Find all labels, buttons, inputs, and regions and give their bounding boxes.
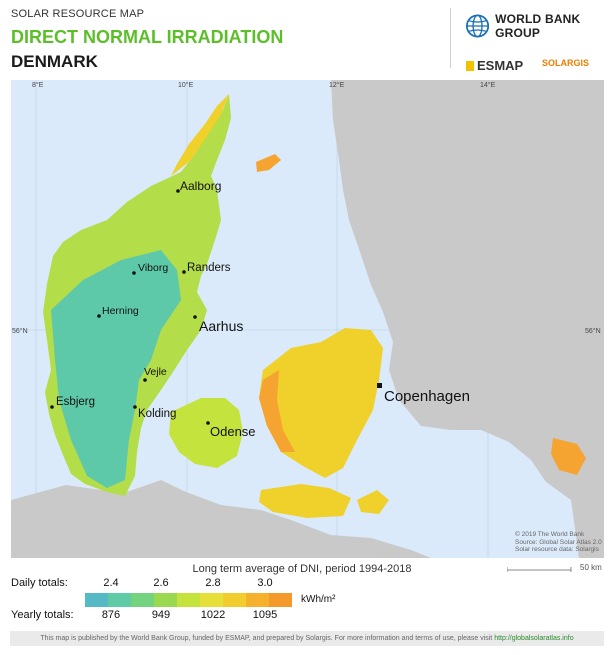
credit-line-1: © 2019 The World Bank (515, 531, 585, 538)
yearly-totals-label: Yearly totals: (11, 609, 74, 621)
city-marker-viborg (132, 271, 136, 275)
capital-marker-copenhagen (377, 383, 382, 388)
map-subtitle: SOLAR RESOURCE MAP (11, 8, 145, 20)
footer-text: This map is published by the World Bank … (40, 635, 493, 642)
legend-caption: Long term average of DNI, period 1994-20… (192, 563, 412, 575)
color-scale-step-9 (269, 593, 292, 607)
color-scale-step-6 (200, 593, 223, 607)
bornholm-island (551, 438, 586, 475)
daily-tick-2: 2.6 (153, 577, 169, 589)
city-label-aarhus: Aarhus (199, 318, 243, 334)
jutland-high-dni-zone (171, 94, 229, 176)
unit-label: kWh/m² (301, 594, 336, 605)
anholt-island (256, 154, 281, 172)
yearly-tick-3: 1022 (200, 609, 226, 621)
lon-label-10e: 10°E (178, 81, 194, 89)
esmap-text: ESMAP (477, 58, 524, 73)
city-label-esbjerg: Esbjerg (56, 396, 95, 408)
credit-line-3: Solar resource data: Solargis (515, 546, 599, 553)
color-scale-step-4 (154, 593, 177, 607)
city-marker-aarhus (193, 315, 197, 319)
city-marker-aalborg (176, 189, 180, 193)
yearly-tick-1: 876 (101, 609, 121, 621)
daily-totals-label: Daily totals: (11, 577, 68, 589)
world-bank-logo: WORLD BANK GROUP (466, 12, 614, 40)
yearly-tick-4: 1095 (252, 609, 278, 621)
solargis-logo: SOLARGIS (542, 58, 590, 68)
esmap-mark-icon (466, 60, 474, 71)
header-divider (450, 8, 451, 68)
city-label-aalborg: Aalborg (180, 179, 221, 193)
color-scale-step-8 (246, 593, 269, 607)
city-marker-odense (206, 421, 210, 425)
city-label-vejle: Vejle (144, 366, 167, 378)
map-credits: © 2019 The World Bank Source: Global Sol… (515, 531, 602, 554)
city-marker-kolding (133, 405, 137, 409)
lat-label-west: 56°N (12, 327, 28, 335)
map-title: DIRECT NORMAL IRRADIATION (11, 27, 284, 47)
germany-landmass (11, 480, 431, 558)
yearly-tick-2: 949 (151, 609, 171, 621)
country-name: DENMARK (11, 52, 98, 71)
color-scale-step-5 (177, 593, 200, 607)
jutland-low-dni-zone (51, 250, 181, 488)
map-canvas: Aalborg Viborg Randers Herning Aarhus Ve… (11, 80, 604, 558)
city-marker-randers (182, 270, 186, 274)
city-marker-esbjerg (50, 405, 54, 409)
lon-label-14e: 14°E (480, 81, 496, 89)
color-scale-step-3 (131, 593, 154, 607)
org-name: WORLD BANK GROUP (495, 12, 581, 40)
city-marker-vejle (143, 378, 147, 382)
city-label-viborg: Viborg (138, 262, 168, 274)
city-markers (50, 189, 382, 425)
color-scale-step-7 (223, 593, 246, 607)
daily-tick-1: 2.4 (103, 577, 119, 589)
map-header: SOLAR RESOURCE MAP DIRECT NORMAL IRRADIA… (0, 0, 614, 80)
scale-bar (507, 567, 572, 572)
city-label-odense: Odense (210, 424, 256, 439)
footer-bar: This map is published by the World Bank … (10, 631, 604, 646)
esmap-logo: ESMAP (466, 58, 523, 73)
legend-caption-wrap: Long term average of DNI, period 1994-20… (0, 563, 614, 575)
funen-island (169, 398, 243, 468)
color-scale-step-1 (85, 593, 108, 607)
daily-tick-4: 3.0 (257, 577, 273, 589)
daily-tick-3: 2.8 (205, 577, 221, 589)
credit-line-2: Source: Global Solar Atlas 2.0 (515, 538, 602, 546)
lon-label-12e: 12°E (329, 81, 345, 89)
dni-map: Aalborg Viborg Randers Herning Aarhus Ve… (11, 80, 604, 558)
lolland-falster-island (259, 484, 351, 518)
globe-icon (466, 14, 490, 38)
city-label-randers: Randers (187, 262, 231, 274)
footer-link[interactable]: http://globalsolaratlas.info (494, 635, 574, 642)
city-label-copenhagen: Copenhagen (384, 388, 470, 405)
city-label-herning: Herning (102, 305, 139, 317)
zealand-island (259, 328, 383, 478)
lat-label-east: 56°N (585, 327, 601, 335)
zealand-west-coast-zone (259, 370, 295, 452)
lon-label-8e: 8°E (32, 81, 44, 89)
sweden-landmass (331, 80, 604, 558)
color-scale-step-2 (108, 593, 131, 607)
color-scale-bar (85, 593, 292, 607)
city-marker-herning (97, 314, 101, 318)
zealand-east-islet (357, 490, 389, 514)
scale-label: 50 km (580, 563, 602, 572)
city-label-kolding: Kolding (138, 408, 176, 420)
